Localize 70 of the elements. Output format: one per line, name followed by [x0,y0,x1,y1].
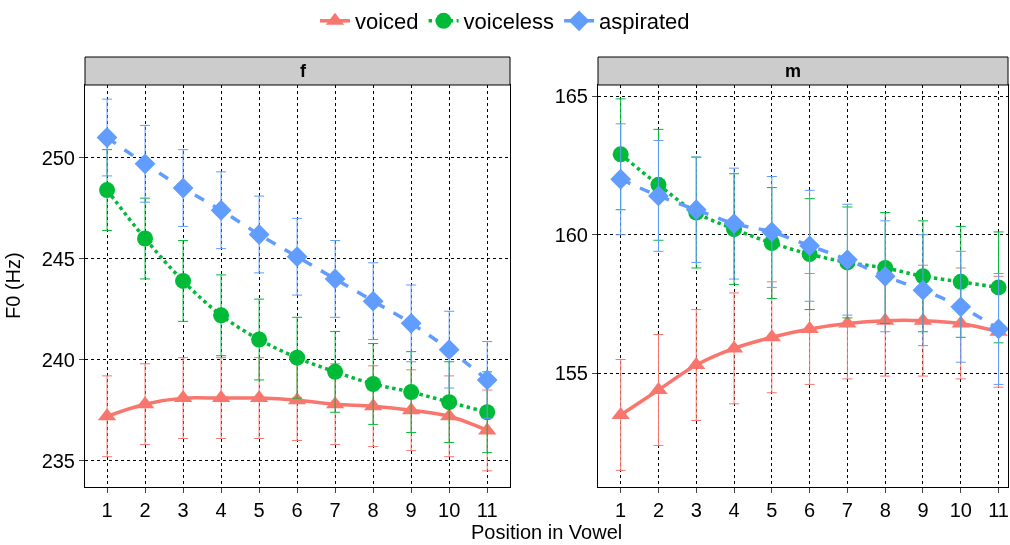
y-tick-label: 165 [554,85,588,108]
y-tick-label: 155 [554,362,588,385]
x-tick-label: 8 [879,499,891,521]
point [438,339,460,361]
point [248,224,270,245]
point [175,272,192,289]
x-tick-label: 6 [804,499,816,521]
y-tick-label: 160 [554,223,588,246]
point [648,185,669,207]
legend-label: aspirated [599,9,690,35]
y-tick-label: 240 [41,348,75,371]
point [612,146,629,163]
point [610,168,632,190]
y-tick-label: 245 [41,247,75,270]
chart-title: f [300,61,307,81]
x-tick-label: 5 [253,499,265,521]
point [952,273,969,290]
point [324,268,346,290]
point [134,153,156,175]
point [476,369,498,391]
y-axis-title: F0 (Hz) [2,252,24,319]
x-tick-label: 6 [291,499,303,521]
point [137,230,154,247]
point [988,318,1008,340]
x-tick-label: 1 [101,499,113,521]
point [403,384,420,401]
point [441,394,458,411]
x-tick-label: 2 [139,499,151,521]
y-tick-label: 235 [41,449,75,472]
x-tick-label: 11 [988,499,1009,521]
point [96,127,118,148]
point [400,312,422,334]
point [912,279,934,301]
x-tick-label: 7 [841,499,853,521]
point [213,307,230,324]
x-tick-label: 1 [615,499,627,521]
point [362,290,384,312]
x-tick-label: 9 [405,499,417,521]
point [289,349,306,366]
x-tick-label: 10 [438,499,461,521]
x-tick-label: 5 [766,499,778,521]
x-tick-label: 8 [367,499,379,521]
point [950,296,972,318]
x-tick-label: 3 [177,499,189,521]
point [761,221,783,243]
point [365,375,382,392]
x-tick-label: 3 [690,499,702,521]
point [874,265,896,287]
point [286,246,308,268]
x-tick-label: 7 [329,499,341,521]
point [327,363,344,380]
y-tick-label: 250 [41,146,75,169]
point [251,331,268,348]
chart-title: m [785,61,802,81]
point [837,249,858,271]
x-tick-label: 11 [476,499,498,521]
x-tick-label: 4 [728,499,740,521]
point [799,235,821,257]
point [99,182,116,199]
legend-label: voiceless [463,9,555,35]
x-tick-label: 9 [917,499,929,521]
point [723,213,745,235]
point [685,199,707,221]
x-tick-label: 4 [215,499,227,521]
x-tick-label: 10 [949,499,972,521]
point [172,177,194,199]
point [210,199,232,221]
x-axis-title: Position in Vowel [471,521,623,543]
legend-label: voiced [355,9,419,35]
x-tick-label: 2 [652,499,665,521]
